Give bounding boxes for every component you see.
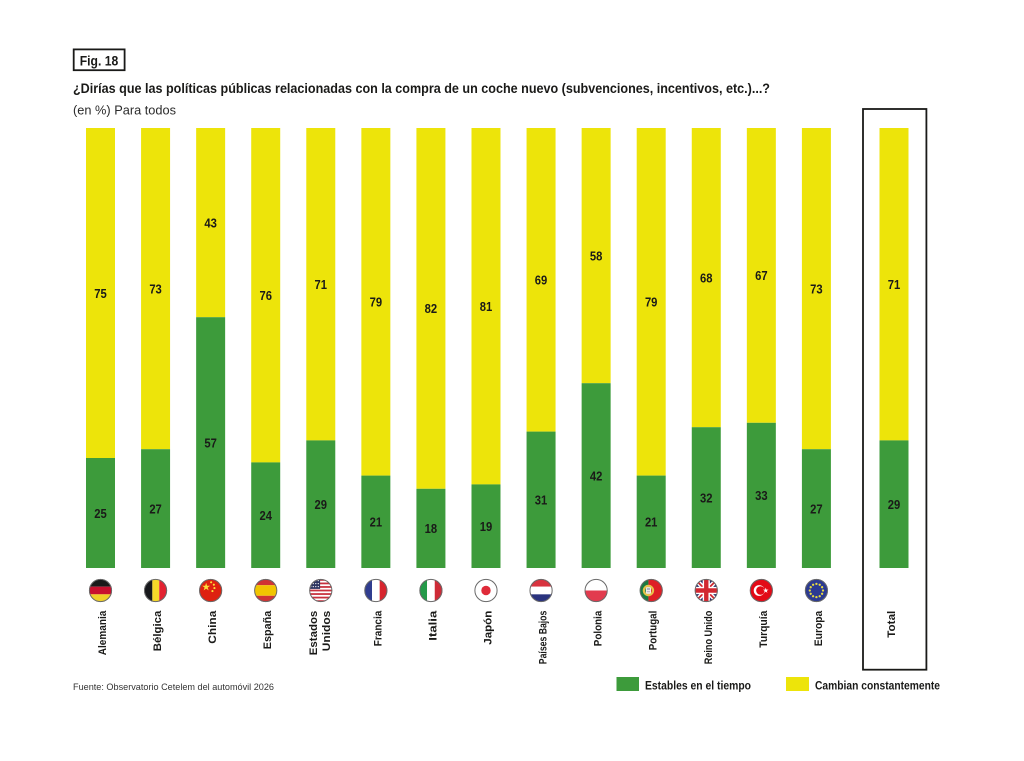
svg-text:24: 24 [259, 508, 272, 523]
svg-text:82: 82 [425, 301, 438, 316]
svg-text:Total: Total [886, 611, 898, 638]
svg-text:21: 21 [645, 515, 658, 530]
svg-text:73: 73 [149, 281, 162, 296]
svg-text:57: 57 [204, 435, 217, 450]
svg-text:Turquía: Turquía [758, 610, 770, 648]
svg-text:Francia: Francia [372, 610, 384, 646]
svg-text:21: 21 [370, 515, 383, 530]
svg-text:71: 71 [888, 277, 901, 292]
svg-text:67: 67 [755, 268, 768, 283]
svg-text:18: 18 [425, 521, 438, 536]
svg-text:Fuente: Observatorio Cetelem d: Fuente: Observatorio Cetelem del automóv… [73, 682, 274, 693]
svg-text:China: China [207, 610, 219, 644]
svg-text:69: 69 [535, 273, 548, 288]
svg-text:27: 27 [149, 501, 162, 516]
svg-text:71: 71 [315, 277, 328, 292]
svg-text:68: 68 [700, 270, 713, 285]
svg-text:31: 31 [535, 493, 548, 508]
svg-text:33: 33 [755, 488, 768, 503]
svg-text:Estables en el tiempo: Estables en el tiempo [645, 681, 751, 693]
svg-text:Estados: Estados [308, 611, 320, 656]
svg-text:Unidos: Unidos [321, 611, 333, 652]
svg-text:32: 32 [700, 490, 713, 505]
svg-text:79: 79 [370, 295, 383, 310]
svg-text:Europa: Europa [813, 610, 825, 646]
svg-text:Alemania: Alemania [97, 610, 109, 655]
svg-text:75: 75 [94, 286, 107, 301]
svg-text:29: 29 [888, 497, 901, 512]
svg-text:43: 43 [204, 215, 217, 230]
svg-text:Cambian constantemente: Cambian constantemente [815, 681, 940, 693]
svg-text:58: 58 [590, 248, 603, 263]
svg-text:España: España [262, 610, 274, 649]
svg-text:Polonia: Polonia [593, 610, 605, 646]
svg-text:Reino Unido: Reino Unido [703, 610, 715, 664]
svg-text:Bélgica: Bélgica [152, 610, 164, 651]
svg-text:19: 19 [480, 519, 493, 534]
svg-text:Fig. 18: Fig. 18 [80, 52, 119, 68]
svg-text:Japón: Japón [482, 610, 494, 644]
svg-text:Países Bajos: Países Bajos [538, 611, 550, 665]
svg-text:29: 29 [315, 497, 328, 512]
svg-text:(en %) Para todos: (en %) Para todos [73, 103, 176, 118]
svg-text:27: 27 [810, 501, 823, 516]
svg-text:Portugal: Portugal [648, 611, 660, 651]
svg-text:73: 73 [810, 281, 823, 296]
svg-text:76: 76 [259, 288, 272, 303]
svg-text:79: 79 [645, 295, 658, 310]
svg-text:42: 42 [590, 468, 603, 483]
svg-text:81: 81 [480, 299, 493, 314]
svg-text:¿Dirías que las políticas públ: ¿Dirías que las políticas públicas relac… [73, 80, 770, 96]
svg-text:Italia: Italia [427, 610, 439, 641]
svg-text:25: 25 [94, 506, 107, 521]
